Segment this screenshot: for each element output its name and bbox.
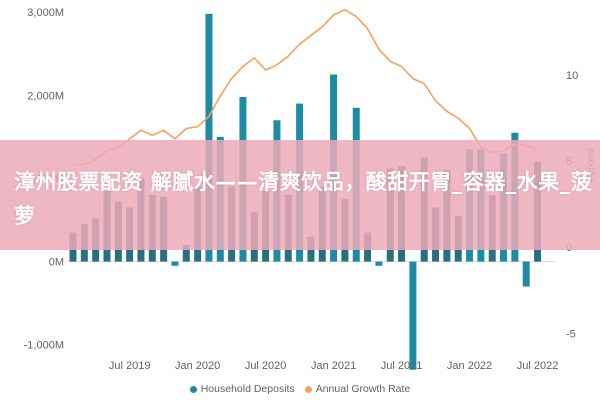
bar-household-deposits xyxy=(522,261,530,287)
x-axis-tick-label: Jul 2020 xyxy=(245,360,287,372)
banner-title: 漳州股票配资 解腻水——清爽饮品，酸甜开胃_容器_水果_菠萝 xyxy=(14,170,593,228)
left-axis-tick-label: 0M xyxy=(49,257,64,269)
legend-swatch-household-deposits xyxy=(189,385,197,393)
right-axis-tick-label: 10 xyxy=(566,70,578,82)
legend-swatch-annual-growth-rate xyxy=(304,385,312,393)
right-axis-tick-label: -5 xyxy=(566,328,576,340)
x-axis-tick-label: Jul 2019 xyxy=(109,360,151,372)
overlay-banner xyxy=(0,140,600,250)
chart-legend: Household Deposits Annual Growth Rate xyxy=(0,380,600,398)
bar-household-deposits xyxy=(171,261,179,266)
x-axis-tick-label: Jan 2022 xyxy=(447,360,492,372)
left-axis-tick-label: 2,000M xyxy=(27,90,64,102)
bar-household-deposits xyxy=(205,13,213,262)
left-axis-tick-label: 3,000M xyxy=(27,7,64,19)
x-axis-tick-label: Jul 2021 xyxy=(381,360,423,372)
bar-household-deposits xyxy=(182,244,190,262)
legend-item-annual-growth-rate: Annual Growth Rate xyxy=(304,383,411,395)
x-axis-tick-label: Jan 2021 xyxy=(311,360,356,372)
x-axis-tick-label: Jan 2020 xyxy=(175,360,220,372)
legend-label-household-deposits: Household Deposits xyxy=(200,383,295,395)
bar-household-deposits xyxy=(409,261,417,370)
left-axis-tick-label: -1,000M xyxy=(24,340,64,352)
x-axis-tick-label: Jul 2022 xyxy=(517,360,559,372)
legend-label-annual-growth-rate: Annual Growth Rate xyxy=(315,383,411,395)
line-annual-growth-rate xyxy=(73,8,538,166)
bar-household-deposits xyxy=(375,261,383,266)
legend-item-household-deposits: Household Deposits xyxy=(189,383,295,395)
